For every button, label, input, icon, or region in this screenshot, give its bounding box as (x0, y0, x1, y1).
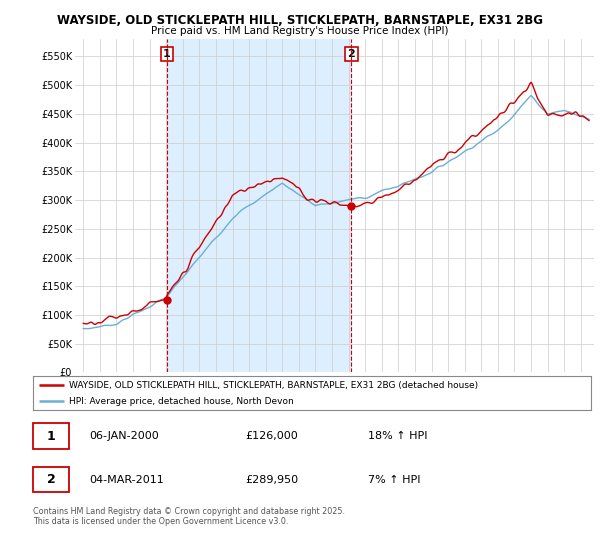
Text: 18% ↑ HPI: 18% ↑ HPI (368, 431, 427, 441)
Text: 04-MAR-2011: 04-MAR-2011 (89, 475, 164, 485)
FancyBboxPatch shape (33, 467, 69, 492)
Text: 1: 1 (47, 430, 56, 443)
Text: £289,950: £289,950 (245, 475, 298, 485)
Text: 2: 2 (347, 49, 355, 59)
Text: 06-JAN-2000: 06-JAN-2000 (89, 431, 158, 441)
Text: Contains HM Land Registry data © Crown copyright and database right 2025.
This d: Contains HM Land Registry data © Crown c… (33, 507, 345, 526)
Text: Price paid vs. HM Land Registry's House Price Index (HPI): Price paid vs. HM Land Registry's House … (151, 26, 449, 36)
Text: HPI: Average price, detached house, North Devon: HPI: Average price, detached house, Nort… (69, 396, 294, 405)
Text: WAYSIDE, OLD STICKLEPATH HILL, STICKLEPATH, BARNSTAPLE, EX31 2BG: WAYSIDE, OLD STICKLEPATH HILL, STICKLEPA… (57, 14, 543, 27)
Text: 1: 1 (163, 49, 171, 59)
FancyBboxPatch shape (33, 423, 69, 449)
Text: WAYSIDE, OLD STICKLEPATH HILL, STICKLEPATH, BARNSTAPLE, EX31 2BG (detached house: WAYSIDE, OLD STICKLEPATH HILL, STICKLEPA… (69, 381, 478, 390)
Text: 2: 2 (47, 473, 56, 486)
Text: £126,000: £126,000 (245, 431, 298, 441)
Bar (167, 39, 352, 372)
Text: 7% ↑ HPI: 7% ↑ HPI (368, 475, 421, 485)
